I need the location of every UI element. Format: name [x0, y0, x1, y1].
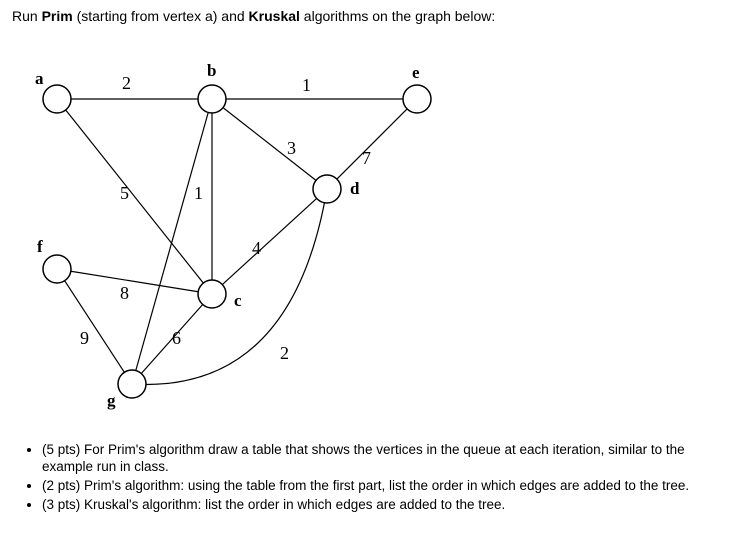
prompt-suffix: algorithms on the graph below: — [300, 8, 495, 24]
vertex-label-b: b — [207, 61, 216, 80]
vertex-label-f: f — [37, 237, 43, 256]
question-bullets: (5 pts) For Prim's algorithm draw a tabl… — [42, 442, 723, 514]
edge-g-d — [132, 189, 327, 384]
edge-d-c — [222, 198, 316, 284]
bullet-item: (3 pts) Kruskal's algorithm: list the or… — [42, 497, 723, 514]
bullet-item: (2 pts) Prim's algorithm: using the tabl… — [42, 478, 723, 495]
edge-weight-f-c: 8 — [120, 283, 129, 303]
vertex-e — [403, 85, 431, 113]
edge-weight-e-d: 7 — [362, 148, 371, 168]
vertex-label-e: e — [412, 63, 420, 82]
edge-weight-b-e: 1 — [302, 75, 311, 95]
edge-weight-b-d: 3 — [287, 138, 296, 158]
prompt-alg2: Kruskal — [249, 8, 300, 24]
edge-f-g — [65, 281, 125, 373]
edge-b-d — [223, 108, 316, 181]
edge-weight-c-g: 6 — [172, 328, 181, 348]
vertex-label-c: c — [234, 291, 242, 310]
edge-weight-g-d: 2 — [280, 343, 289, 363]
bullet-item: (5 pts) For Prim's algorithm draw a tabl… — [42, 442, 723, 476]
edge-weight-a-b: 2 — [122, 73, 131, 93]
edge-weight-f-g: 9 — [80, 328, 89, 348]
edge-a-c — [66, 110, 204, 283]
vertex-g — [118, 370, 146, 398]
vertex-c — [198, 280, 226, 308]
edge-e-d — [337, 109, 407, 179]
graph-svg: 21371548962abedfcg — [12, 34, 712, 434]
vertex-f — [43, 255, 71, 283]
prompt-alg1: Prim — [42, 8, 73, 24]
edge-weight-a-c: 5 — [120, 183, 129, 203]
edge-f-c — [71, 271, 198, 292]
vertex-label-g: g — [107, 391, 116, 410]
edge-weight-b-c: 1 — [194, 183, 203, 203]
prompt-prefix: Run — [12, 8, 42, 24]
vertex-label-d: d — [350, 179, 360, 198]
prompt-mid1: (starting from vertex a) and — [73, 8, 249, 24]
vertex-b — [198, 85, 226, 113]
vertex-d — [313, 175, 341, 203]
graph-container: 21371548962abedfcg — [12, 34, 712, 434]
problem-prompt: Run Prim (starting from vertex a) and Kr… — [12, 8, 723, 24]
edge-weight-d-c: 4 — [252, 238, 261, 258]
vertex-label-a: a — [35, 69, 44, 88]
vertex-a — [43, 85, 71, 113]
